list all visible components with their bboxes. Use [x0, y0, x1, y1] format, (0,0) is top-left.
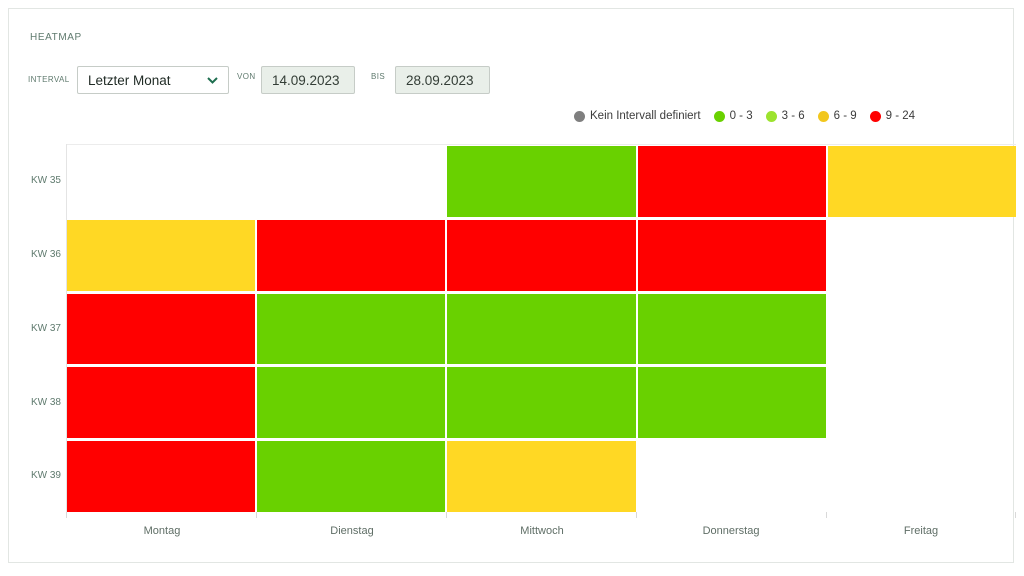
x-axis-label-freitag: Freitag — [903, 525, 939, 537]
x-axis-label-donnerstag: Donnerstag — [702, 525, 760, 537]
heatmap-cell-kw35-montag — [67, 146, 255, 217]
heatmap-cell-kw39-dienstag[interactable] — [257, 441, 446, 512]
legend-item-0-3[interactable]: 0 - 3 — [713, 110, 753, 122]
x-axis-label-mittwoch: Mittwoch — [520, 525, 564, 537]
page-title: HEATMAP — [30, 32, 82, 43]
legend-dot-red-icon — [869, 110, 881, 122]
y-axis-label-kw36: KW 36 — [30, 249, 61, 260]
legend-item-3-6[interactable]: 3 - 6 — [765, 110, 805, 122]
x-axis-tick — [66, 512, 67, 518]
x-axis-tick — [826, 512, 827, 518]
von-label: VON — [237, 72, 256, 81]
x-axis-tick — [1015, 512, 1016, 518]
y-axis-label-kw35: KW 35 — [30, 175, 61, 186]
legend-item-6-9[interactable]: 6 - 9 — [817, 110, 857, 122]
legend-label: 6 - 9 — [833, 110, 857, 122]
heatmap-cell-kw39-mittwoch[interactable] — [447, 441, 636, 512]
heatmap-cell-kw35-freitag[interactable] — [827, 146, 1016, 217]
heatmap-cell-kw36-freitag — [828, 220, 1016, 291]
legend-item-none[interactable]: Kein Intervall definiert — [574, 110, 701, 122]
legend-label: 9 - 24 — [885, 110, 916, 122]
heatmap-cell-kw37-mittwoch[interactable] — [447, 293, 636, 365]
bis-label: BIS — [371, 72, 386, 81]
x-axis-tick — [446, 512, 447, 518]
heatmap-cell-kw36-dienstag[interactable] — [257, 219, 446, 291]
von-date-input[interactable]: 14.09.2023 — [261, 66, 355, 94]
legend-item-9-24[interactable]: 9 - 24 — [869, 110, 916, 122]
heatmap-cell-kw35-mittwoch[interactable] — [447, 146, 636, 217]
legend-dot-yellow-icon — [817, 110, 829, 122]
bis-date-input[interactable]: 28.09.2023 — [395, 66, 490, 94]
heatmap-cell-kw39-donnerstag — [638, 441, 826, 512]
legend-label: 0 - 3 — [729, 110, 753, 122]
x-axis-label-montag: Montag — [143, 525, 181, 537]
heatmap-cell-kw38-dienstag[interactable] — [257, 367, 446, 439]
x-axis-label-dienstag: Dienstag — [330, 525, 374, 537]
heatmap-cell-kw35-dienstag — [257, 146, 445, 217]
y-axis-label-kw39: KW 39 — [30, 470, 61, 481]
x-axis-tick — [256, 512, 257, 518]
legend-dot-gray-icon — [574, 110, 585, 122]
y-axis-label-kw38: KW 38 — [30, 397, 61, 408]
plot-top-gridline — [67, 144, 1016, 145]
heatmap-cell-kw36-donnerstag[interactable] — [637, 219, 826, 291]
interval-select-value: Letzter Monat — [88, 72, 171, 88]
interval-label: INTERVAL — [28, 75, 70, 84]
heatmap-cell-kw38-mittwoch[interactable] — [447, 367, 636, 439]
heatmap-cell-kw37-dienstag[interactable] — [257, 293, 446, 365]
y-axis-line — [66, 144, 67, 512]
heatmap-cell-kw39-freitag — [828, 441, 1016, 512]
y-axis-label-kw37: KW 37 — [30, 323, 61, 334]
heatmap-cell-kw37-montag[interactable] — [67, 293, 256, 365]
legend-dot-green-icon — [713, 110, 725, 122]
heatmap-cell-kw35-donnerstag[interactable] — [637, 146, 826, 217]
legend-label: Kein Intervall definiert — [590, 110, 701, 122]
x-axis-tick — [636, 512, 637, 518]
heatmap-cell-kw38-donnerstag[interactable] — [637, 367, 826, 439]
legend-label: 3 - 6 — [781, 110, 805, 122]
heatmap-cell-kw36-mittwoch[interactable] — [447, 219, 636, 291]
legend-dot-lightgreen-icon — [765, 110, 777, 122]
heatmap-cell-kw36-montag[interactable] — [67, 219, 256, 291]
heatmap-cell-kw38-freitag — [828, 367, 1016, 438]
heatmap-cell-kw38-montag[interactable] — [67, 367, 256, 439]
interval-select[interactable]: Letzter Monat — [77, 66, 229, 94]
heatmap-cell-kw37-freitag — [828, 294, 1016, 365]
heatmap-cell-kw39-montag[interactable] — [67, 441, 256, 512]
heatmap-cell-kw37-donnerstag[interactable] — [637, 293, 826, 365]
legend: Kein Intervall definiert 0 - 3 3 - 6 6 -… — [574, 110, 915, 122]
heatmap-grid — [67, 146, 1016, 512]
heatmap-card: HEATMAP INTERVAL Letzter Monat VON 14.09… — [8, 8, 1016, 563]
chevron-down-icon — [207, 76, 218, 84]
